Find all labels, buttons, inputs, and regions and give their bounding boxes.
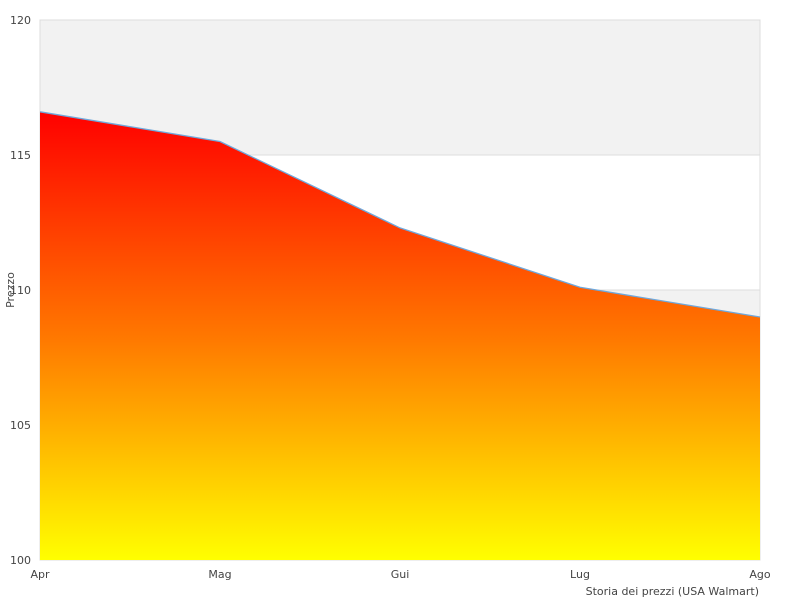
x-tick-label: Gui <box>391 568 410 581</box>
y-tick-label: 105 <box>10 419 31 432</box>
x-axis-title: Storia dei prezzi (USA Walmart) <box>586 585 759 598</box>
price-line <box>39 111 761 318</box>
x-tick-label: Ago <box>749 568 771 581</box>
x-tick-label: Lug <box>570 568 590 581</box>
x-tick-label: Apr <box>30 568 50 581</box>
y-tick-label: 115 <box>10 149 31 162</box>
x-axis-ticks: Apr Mag Gui Lug Ago <box>30 568 770 581</box>
price-area <box>40 111 760 561</box>
x-tick-label: Mag <box>208 568 231 581</box>
y-tick-label: 100 <box>10 554 31 567</box>
y-axis-ticks: 100 105 110 115 120 <box>10 14 31 567</box>
y-axis-title: Prezzo <box>4 272 17 308</box>
y-tick-label: 110 <box>10 284 31 297</box>
y-tick-label: 120 <box>10 14 31 27</box>
